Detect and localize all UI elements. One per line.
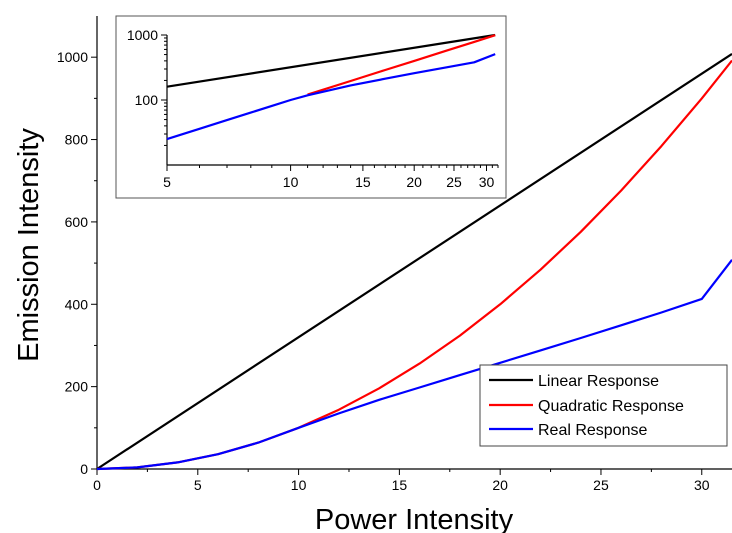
legend-label-linear: Linear Response	[538, 373, 659, 390]
y-tick-label: 1000	[57, 49, 88, 65]
x-tick-label: 5	[194, 477, 202, 493]
inset-loglog-plot: 5 10 15 20 25 30 100 1000	[115, 15, 507, 199]
series-real-response	[96, 259, 732, 471]
inset-frame	[115, 15, 507, 199]
inset-x-tick-label: 30	[479, 174, 495, 190]
x-tick-label: 30	[694, 477, 710, 493]
legend-label-real: Real Response	[538, 422, 648, 439]
inset-y-tick-label: 1000	[127, 27, 158, 43]
inset-series-real	[166, 53, 496, 141]
legend: Linear Response Quadratic Response Real …	[479, 364, 728, 447]
legend-label-quadratic: Quadratic Response	[538, 398, 684, 415]
x-tick-label: 15	[392, 477, 408, 493]
inset-x-tick-label: 25	[446, 174, 462, 190]
inset-x-tick-label: 20	[406, 174, 422, 190]
y-tick-label: 600	[65, 214, 89, 230]
y-tick-label: 0	[80, 461, 88, 477]
y-axis-title: Emission Intensity	[13, 128, 45, 362]
x-axis-title: Power Intensity	[315, 504, 514, 533]
main-plot: 0 5 10 15 20 25 30 0 200 400 600 800 1000 Power Inte…	[13, 16, 732, 533]
inset-x-tick-label: 10	[283, 174, 299, 190]
x-tick-label: 10	[291, 477, 307, 493]
y-tick-label: 200	[65, 379, 89, 395]
y-tick-label: 400	[65, 296, 89, 312]
x-tick-label: 20	[492, 477, 508, 493]
inset-axes: 5 10 15 20 25 30 100 1000	[127, 27, 499, 190]
y-tick-label: 800	[65, 132, 89, 148]
main-axes: 0 5 10 15 20 25 30 0 200 400 600 800 1000	[57, 16, 732, 493]
inset-y-tick-label: 100	[135, 92, 159, 108]
inset-x-tick-label: 15	[355, 174, 371, 190]
series-linear-response	[96, 52, 732, 470]
inset-series-linear	[166, 33, 496, 88]
x-tick-label: 25	[593, 477, 609, 493]
main-series	[96, 52, 732, 471]
x-tick-label: 0	[93, 477, 101, 493]
inset-series-quadratic	[307, 34, 496, 96]
inset-series	[166, 33, 496, 141]
inset-x-tick-label: 5	[163, 174, 171, 190]
